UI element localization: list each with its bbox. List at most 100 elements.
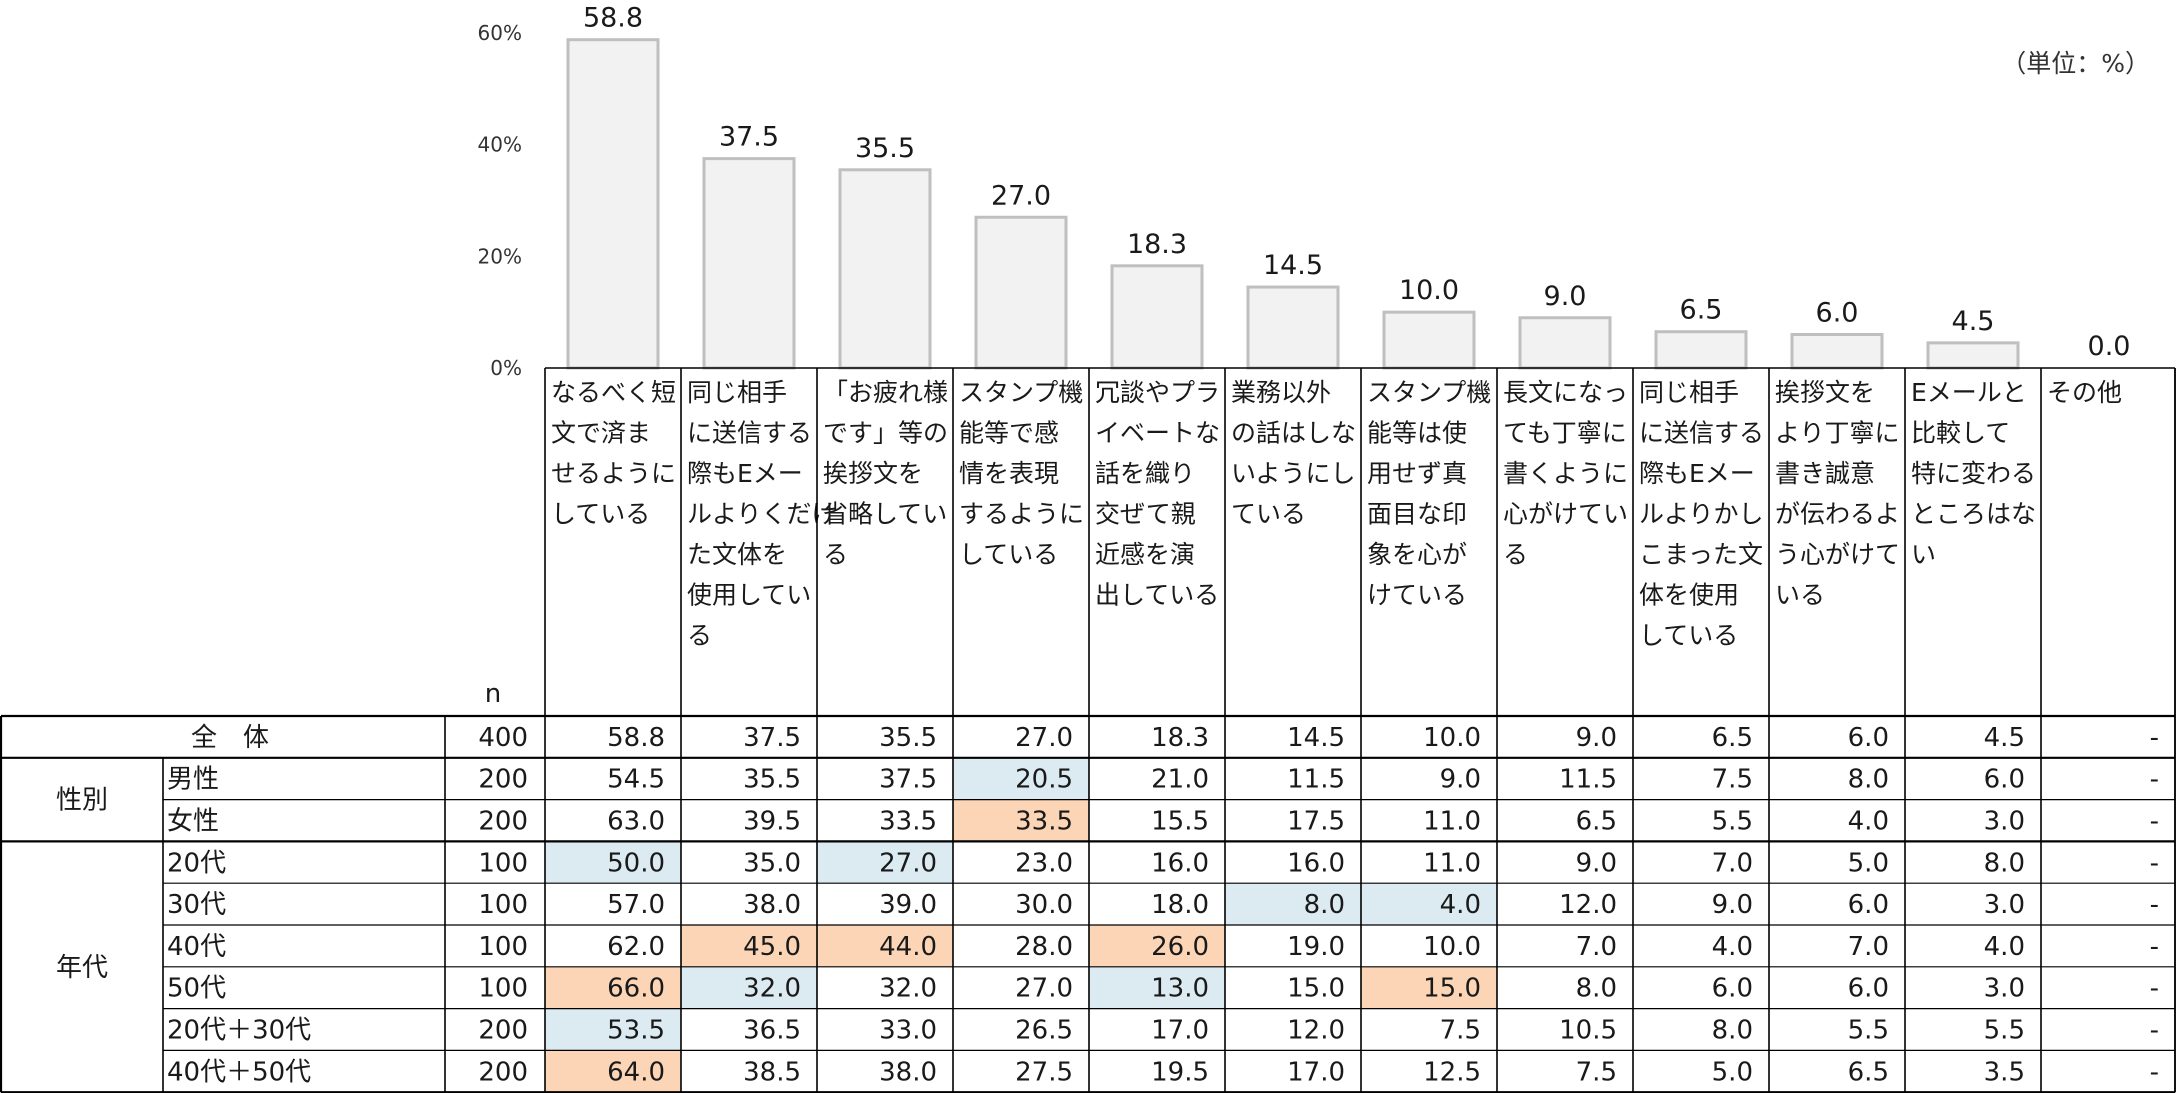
table-cell: 38.0 <box>743 890 801 920</box>
unit-note: （単位：%） <box>2001 49 2150 78</box>
bar <box>1246 285 1340 370</box>
bar-value-label: 0.0 <box>2088 331 2131 362</box>
table-cell: 23.0 <box>1015 848 1073 878</box>
table-cell: 5.0 <box>1848 848 1889 878</box>
row-label: 40代＋50代 <box>167 1057 311 1087</box>
table-cell: 53.5 <box>607 1016 665 1046</box>
table-cell: 5.5 <box>1848 1016 1889 1046</box>
table-cell: 11.5 <box>1559 765 1617 795</box>
highlight-cell <box>1225 883 1361 925</box>
bar-value-label: 18.3 <box>1127 229 1187 260</box>
table-cell: 18.3 <box>1151 723 1209 753</box>
group-label-age: 年代 <box>56 953 108 983</box>
bar <box>1382 310 1476 370</box>
bar-value-label: 37.5 <box>719 122 779 153</box>
table-cell: 9.0 <box>1712 890 1753 920</box>
table-cell: 12.0 <box>1559 890 1617 920</box>
table-cell: 36.5 <box>743 1016 801 1046</box>
table-cell: 7.5 <box>1576 1057 1617 1087</box>
table-cell: 11.0 <box>1423 848 1481 878</box>
table-cell: 11.0 <box>1423 807 1481 837</box>
table-cell: 5.5 <box>1984 1016 2025 1046</box>
table-cell: - <box>2150 1016 2159 1046</box>
category-labels: なるべく短文で済ませるようにしている同じ相手に送信する際もEメールよりくだけた文… <box>551 378 2122 650</box>
highlight-cell <box>545 841 681 884</box>
table-cell: 32.0 <box>743 974 801 1004</box>
table-cell: 21.0 <box>1151 765 1209 795</box>
highlight-cell <box>545 966 681 1009</box>
n-column-header: n <box>485 679 501 709</box>
bar-value-label: 4.5 <box>1952 306 1995 337</box>
table-cell: - <box>2150 974 2159 1004</box>
table-cell: 38.5 <box>743 1057 801 1087</box>
table-cell: 4.0 <box>1984 932 2025 962</box>
table-cell: - <box>2150 723 2159 753</box>
table-cell: 45.0 <box>743 932 801 962</box>
category-label: なるべく短文で済ませるようにしている <box>551 378 676 529</box>
bar-value-label: 58.8 <box>583 3 643 34</box>
row-label-total: 全 体 <box>191 723 269 753</box>
table-cell: 9.0 <box>1440 765 1481 795</box>
table-cell: 27.0 <box>1015 974 1073 1004</box>
table-cell: 33.5 <box>1015 807 1073 837</box>
bar <box>1654 330 1748 370</box>
table-cell: 6.5 <box>1848 1057 1889 1087</box>
table-cell: 11.5 <box>1287 765 1345 795</box>
table-cell: - <box>2150 765 2159 795</box>
category-label: 挨拶文をより丁寧に書き誠意が伝わるよう心がけている <box>1775 378 1900 610</box>
table-cell: 6.5 <box>1576 807 1617 837</box>
table-cell: 27.0 <box>1015 723 1073 753</box>
table-cell: 32.0 <box>879 974 937 1004</box>
table-cell: 6.0 <box>1848 974 1889 1004</box>
row-n: 200 <box>478 807 528 837</box>
table-cell: 4.0 <box>1440 890 1481 920</box>
table-cell: 8.0 <box>1984 848 2025 878</box>
table-cell: 6.0 <box>1984 765 2025 795</box>
group-label-gender: 性別 <box>56 786 108 816</box>
table-cell: 9.0 <box>1576 723 1617 753</box>
highlight-cell <box>953 757 1089 800</box>
table-cell: - <box>2150 848 2159 878</box>
bar <box>1790 333 1884 370</box>
bar-value-label: 14.5 <box>1263 250 1323 281</box>
data-table-highlights <box>545 757 1497 1093</box>
table-cell: 50.0 <box>607 848 665 878</box>
table-cell: 10.0 <box>1423 932 1481 962</box>
bar-value-label: 9.0 <box>1544 281 1587 312</box>
table-cell: 63.0 <box>607 807 665 837</box>
category-label: スタンプ機能等で感情を表現するようにしている <box>959 378 1084 569</box>
table-cell: 62.0 <box>607 932 665 962</box>
bar-value-label: 27.0 <box>991 180 1051 211</box>
table-cell: 15.0 <box>1423 974 1481 1004</box>
table-cell: 33.5 <box>879 807 937 837</box>
table-cell: 4.0 <box>1712 932 1753 962</box>
table-cell: 16.0 <box>1287 848 1345 878</box>
category-label: 長文になっても丁寧に書くように心がけている <box>1503 378 1628 569</box>
highlight-cell <box>1089 966 1225 1009</box>
table-cell: 19.5 <box>1151 1057 1209 1087</box>
bar <box>1926 341 2020 370</box>
table-cell: 26.0 <box>1151 932 1209 962</box>
category-label: その他 <box>2047 378 2122 407</box>
table-cell: 38.0 <box>879 1057 937 1087</box>
row-n: 400 <box>478 723 528 753</box>
row-label: 20代＋30代 <box>167 1016 311 1046</box>
table-cell: 10.5 <box>1559 1016 1617 1046</box>
y-tick-label: 60% <box>478 21 522 45</box>
table-cell: 15.0 <box>1287 974 1345 1004</box>
table-cell: 12.5 <box>1423 1057 1481 1087</box>
table-cell: 10.0 <box>1423 723 1481 753</box>
category-label: 業務以外の話はしないようにしている <box>1231 378 1356 529</box>
category-label: 冗談やプライベートな話を織り交ぜて親近感を演出している <box>1095 378 1220 610</box>
data-table: 全 体 400 58.8 37.5 35.5 27.0 18.3 14.5 10.0 9.0 6.5… <box>56 723 2159 1087</box>
table-cell: 6.0 <box>1848 890 1889 920</box>
row-n: 100 <box>478 890 528 920</box>
table-cell: 8.0 <box>1304 890 1345 920</box>
table-cell: 64.0 <box>607 1057 665 1087</box>
table-cell: 7.0 <box>1848 932 1889 962</box>
row-n: 100 <box>478 932 528 962</box>
table-cell: 30.0 <box>1015 890 1073 920</box>
highlight-cell <box>545 1050 681 1093</box>
table-cell: 26.5 <box>1015 1016 1073 1046</box>
